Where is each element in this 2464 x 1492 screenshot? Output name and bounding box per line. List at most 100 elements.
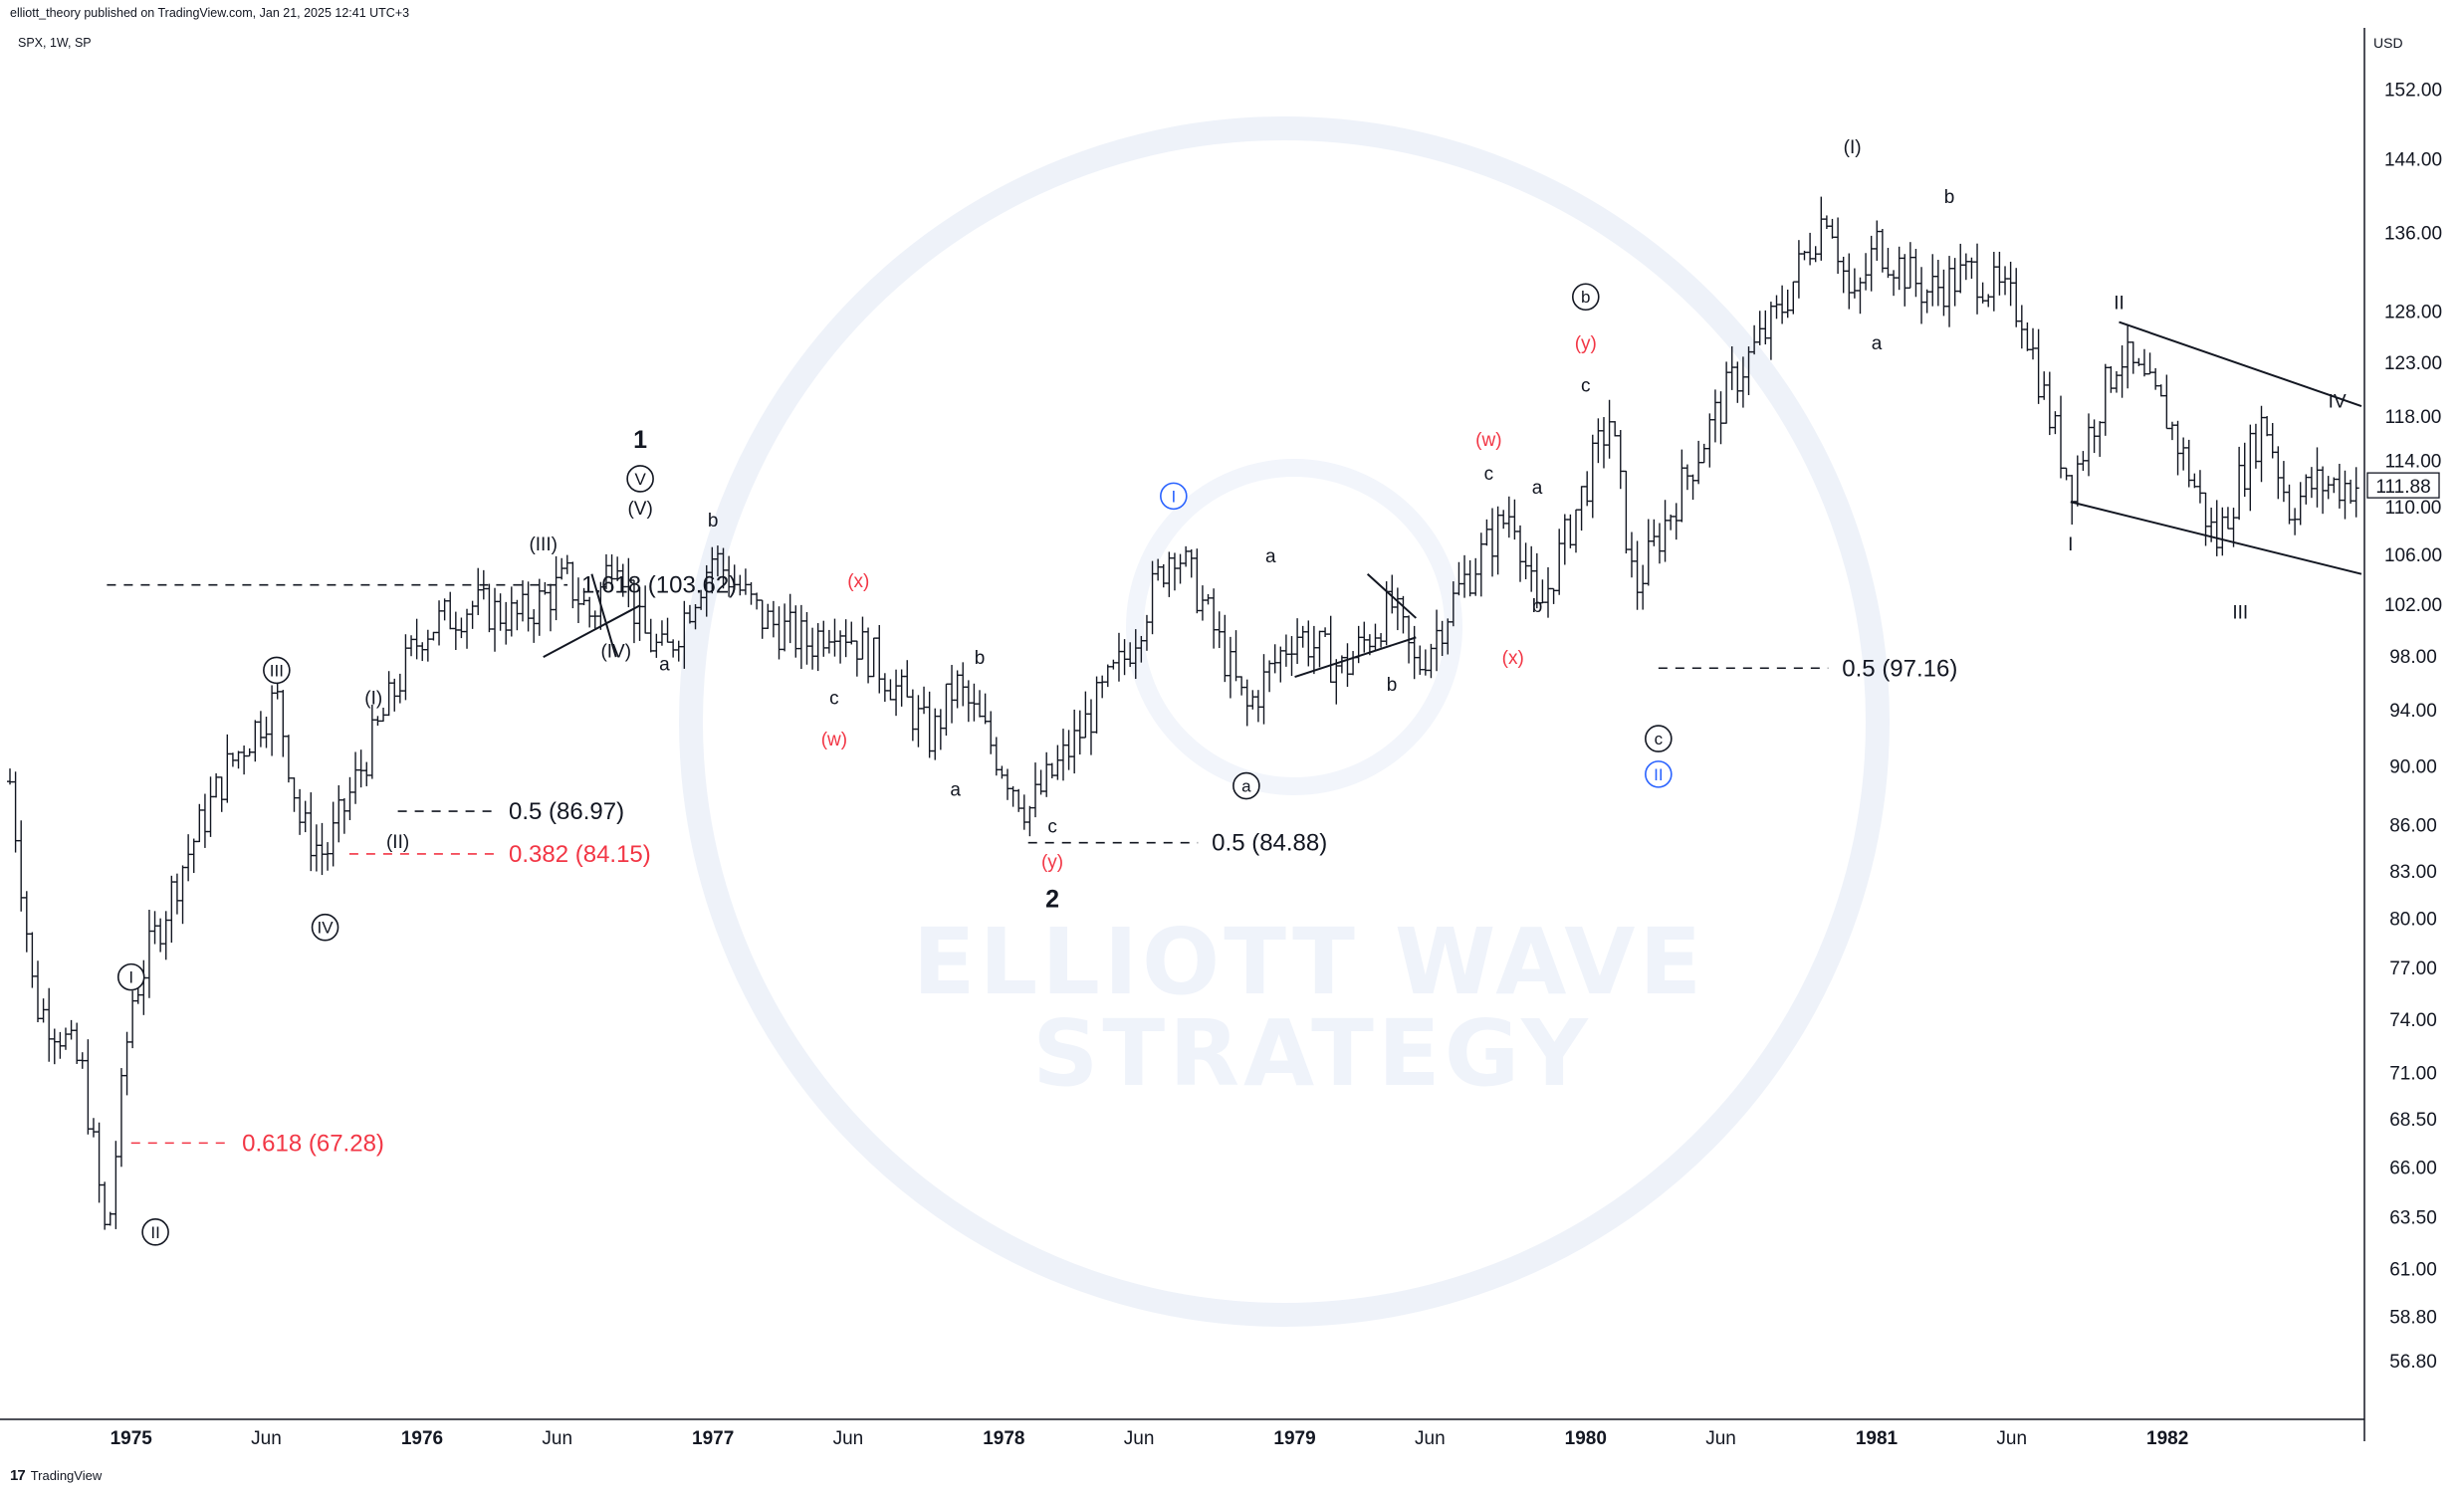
wave-label: c [829,688,839,709]
price-tick-label: 80.00 [2389,910,2437,931]
wave-label: II [2114,293,2125,314]
year-tick-label: 1976 [401,1428,443,1449]
watermark: ELLIOTT WAVE STRATEGY [679,116,1890,1327]
year-tick-label: 1977 [692,1428,734,1449]
price-tick-label: 123.00 [2384,353,2442,374]
price-tick-label: 118.00 [2385,407,2442,428]
wave-label: (w) [1475,430,1501,451]
price-tick-label: 102.00 [2384,595,2442,616]
wave-label-circle [311,913,339,942]
wave-label: a [1872,333,1883,354]
year-tick-label: 1982 [2146,1428,2188,1449]
wave-label: V [634,470,646,489]
wave-label-circle [626,465,654,493]
wave-label: a [659,655,670,676]
month-tick-label: Jun [833,1428,864,1449]
wave-label: (x) [847,571,869,592]
symbol-legend[interactable]: SPX, 1W, SP [18,36,92,50]
price-tick-label: 94.00 [2389,701,2437,722]
trendlines [543,320,2362,679]
wave-label: I [128,968,133,987]
price-tick-label: 68.50 [2389,1110,2437,1131]
wave-label: (w) [821,730,847,750]
price-tick-label: 128.00 [2384,302,2442,322]
tradingview-logo-icon: 17 [10,1467,26,1484]
month-tick-label: Jun [1415,1428,1446,1449]
year-tick-label: 1975 [111,1428,153,1449]
watermark-line1: ELLIOTT WAVE [913,909,1706,1015]
trendline[interactable] [2070,501,2362,575]
wave-label-circle [116,962,145,991]
wave-label: (x) [1502,648,1524,669]
wave-label: (I) [364,688,382,709]
year-tick-label: 1978 [983,1428,1024,1449]
wave-label: (II) [386,832,409,853]
wave-label-circle [1645,725,1673,752]
month-tick-label: Jun [1124,1428,1155,1449]
wave-label: (y) [1575,333,1597,354]
candlestick-series [7,196,2359,1230]
wave-label: c [1047,817,1057,838]
wave-label-major: 2 [1045,886,1059,914]
watermark-line2: STRATEGY [1032,1000,1592,1107]
price-tick-label: 71.00 [2389,1063,2437,1084]
wave-label: b [1581,288,1590,307]
wave-label: (y) [1041,852,1063,873]
time-axis[interactable]: 1975 Jun 1976 Jun 1977 Jun 1978 Jun 1979 Jun 1980 J… [0,1418,2364,1449]
fibonacci-levels: 1.618 (103.62) 0.5 (86.97) 0.382 (84.15) 0.… [107,572,1957,1157]
wave-label: III [270,661,284,680]
price-tick-label: 114.00 [2385,452,2442,473]
wave-label: b [1944,187,1955,208]
fib-level-label: 0.382 (84.15) [509,841,651,868]
fib-level-label: 0.5 (97.16) [1842,655,1957,682]
wave-label-circle [1160,482,1188,511]
price-tick-label: 86.00 [2389,816,2437,837]
trendline[interactable] [2119,320,2362,407]
wave-label-circle [141,1218,169,1246]
fib-level-label: 0.5 (84.88) [1212,830,1327,857]
price-tick-label: 106.00 [2384,545,2442,566]
price-tick-label: 74.00 [2389,1010,2437,1031]
price-axis[interactable]: USD 56.80 58.80 61.00 63.50 66.00 68.50 71.00 7… [2363,0,2464,1441]
price-tick-label: 90.00 [2389,757,2437,778]
price-tick-label: 66.00 [2389,1158,2437,1178]
wave-label-circle [1571,283,1600,312]
month-tick-label: Jun [1996,1428,2027,1449]
wave-label: a [1265,546,1276,567]
price-tick-label: 58.80 [2389,1307,2437,1328]
fib-level-label: 1.618 (103.62) [581,572,737,599]
wave-label: (V) [627,499,652,520]
wave-label: II [1654,765,1663,784]
price-tick-label: 63.50 [2389,1207,2437,1228]
last-price-label: 111.88 [2375,477,2430,498]
wave-labels: IIIIIIIV(I)(II)(III)(IV)(V)V1ab(x)c(w)ba… [116,137,2347,1246]
price-tick-label: 77.00 [2389,959,2437,979]
wave-label: a [1241,777,1251,796]
wave-label: c [1655,730,1664,748]
wave-label: (III) [529,534,558,555]
wave-label-circle [1645,760,1673,788]
trendline[interactable] [543,604,641,658]
month-tick-label: Jun [251,1428,282,1449]
watermark-ring [679,116,1890,1327]
trendline[interactable] [1294,636,1417,679]
wave-label: a [1532,478,1543,499]
wave-label-circle [1232,771,1260,800]
wave-label: c [1484,464,1494,485]
last-price-badge: 111.88 [2366,472,2440,499]
wave-label: c [1581,375,1591,396]
fib-level-label: 0.618 (67.28) [242,1130,384,1157]
trendline[interactable] [1366,572,1418,619]
wave-label: b [1387,675,1398,696]
footer-brand[interactable]: 17 TradingView [10,1467,102,1484]
publish-header: elliott_theory published on TradingView.… [10,6,410,20]
wave-label: b [975,648,986,669]
price-tick-label: 110.00 [2385,498,2442,519]
trendline[interactable] [590,573,617,658]
price-tick-label: 83.00 [2389,862,2437,883]
wave-label: IV [318,919,335,938]
currency-label: USD [2373,35,2403,51]
wave-label-major: 1 [633,426,647,454]
wave-label: (IV) [600,641,631,662]
